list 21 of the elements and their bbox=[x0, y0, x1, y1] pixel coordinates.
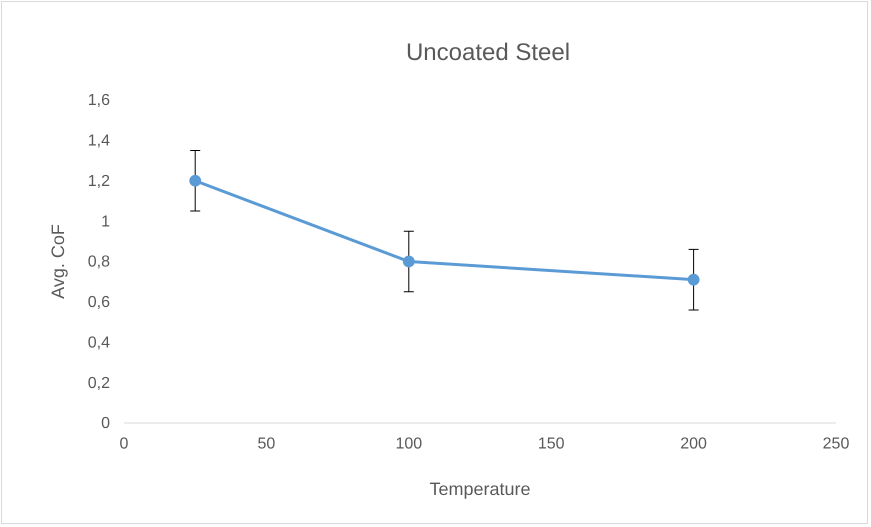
x-tick-label: 150 bbox=[538, 435, 565, 452]
y-axis-title: Avg. CoF bbox=[48, 224, 68, 299]
x-axis-title: Temperature bbox=[429, 479, 531, 499]
x-tick-label: 0 bbox=[120, 435, 129, 452]
x-tick-label: 100 bbox=[395, 435, 422, 452]
point bbox=[402, 256, 415, 268]
y-tick-label: 0,2 bbox=[88, 374, 110, 392]
y-tick-label: 0,8 bbox=[88, 254, 110, 271]
y-tick-label: 1,2 bbox=[88, 172, 110, 190]
y-tick-label: 1,4 bbox=[88, 132, 110, 150]
y-tick-label: 0,6 bbox=[88, 294, 110, 311]
x-tick-label: 50 bbox=[258, 435, 276, 452]
y-tick-label: 1,6 bbox=[88, 92, 110, 110]
y-tick-label: 1 bbox=[101, 213, 110, 230]
point bbox=[189, 174, 202, 187]
chart-title: Uncoated Steel bbox=[406, 39, 570, 66]
x-tick-label: 250 bbox=[822, 435, 850, 452]
y-tick-label: 0,4 bbox=[88, 334, 110, 352]
y-tick-label: 0 bbox=[101, 415, 110, 432]
point bbox=[688, 274, 700, 286]
x-tick-label: 200 bbox=[680, 435, 708, 452]
